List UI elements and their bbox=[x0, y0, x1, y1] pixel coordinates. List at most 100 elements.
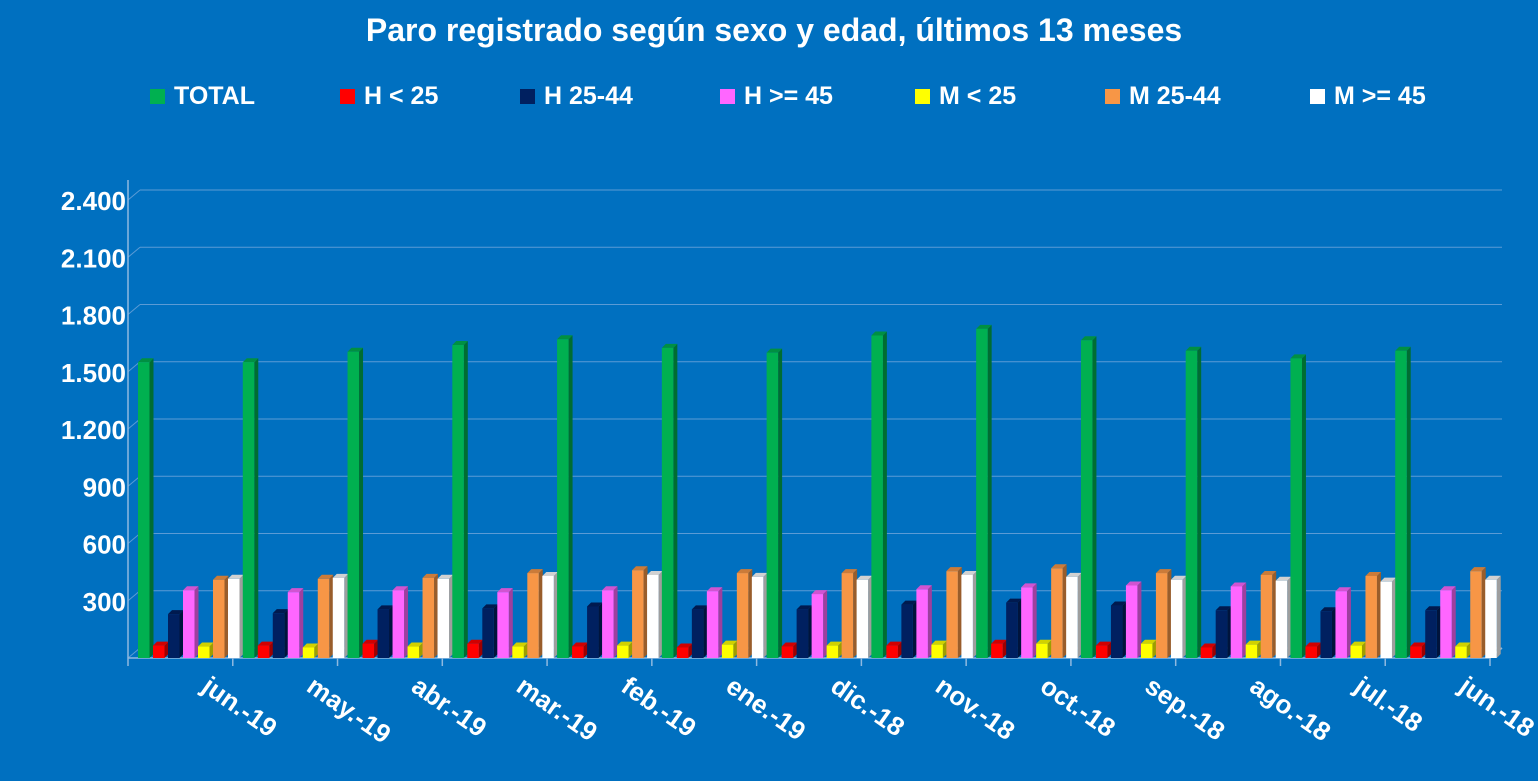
bars bbox=[138, 324, 1501, 658]
y-tick-label: 900 bbox=[83, 472, 126, 502]
y-tick-label: 1.500 bbox=[61, 358, 126, 388]
bar-side bbox=[1436, 606, 1441, 658]
bar bbox=[781, 642, 798, 658]
bar-front bbox=[871, 335, 883, 658]
bar-side bbox=[1197, 346, 1202, 658]
bar bbox=[871, 331, 887, 658]
bar-side bbox=[523, 642, 528, 658]
bar bbox=[407, 642, 424, 658]
bar-front bbox=[706, 591, 719, 658]
bar-side bbox=[1212, 643, 1217, 658]
bar bbox=[287, 588, 304, 658]
bar-top bbox=[437, 574, 454, 579]
bar-top bbox=[153, 641, 169, 646]
bar bbox=[1335, 587, 1351, 658]
bar-front bbox=[452, 345, 464, 658]
bar-front bbox=[1080, 340, 1093, 658]
bar bbox=[931, 640, 947, 658]
bar bbox=[452, 341, 468, 658]
bar bbox=[1155, 569, 1172, 658]
bar-front bbox=[287, 592, 300, 658]
bar-front bbox=[228, 578, 240, 658]
bar bbox=[946, 567, 962, 658]
bar-top bbox=[242, 358, 259, 363]
chart-title: Paro registrado según sexo y edad, últim… bbox=[365, 12, 1183, 48]
bar-side bbox=[1017, 598, 1022, 658]
bar-side bbox=[1466, 642, 1471, 658]
legend-item: TOTAL bbox=[150, 82, 255, 111]
legend-swatch bbox=[915, 89, 930, 104]
bar bbox=[213, 575, 229, 658]
bar-side bbox=[508, 588, 513, 658]
bar-top bbox=[1305, 642, 1321, 647]
bar-top bbox=[706, 587, 723, 592]
bar bbox=[661, 343, 678, 658]
bar-front bbox=[1395, 350, 1407, 658]
bar bbox=[632, 566, 648, 658]
bar-top bbox=[497, 588, 513, 593]
bar-side bbox=[718, 587, 723, 658]
bar-side bbox=[194, 586, 199, 658]
legend-item: H >= 45 bbox=[720, 82, 833, 111]
bar-side bbox=[1227, 606, 1232, 658]
bar bbox=[572, 642, 588, 658]
y-tick-labels: 2.400 2.100 1.800 1.500 1.200 900 600 300 bbox=[61, 186, 126, 617]
bar bbox=[168, 610, 184, 658]
bar-front bbox=[1260, 574, 1273, 658]
bar-front bbox=[1335, 591, 1347, 658]
bar-side bbox=[269, 641, 274, 658]
bar-top bbox=[392, 586, 409, 591]
bar-side bbox=[493, 604, 498, 658]
x-tick-label: oct.-18 bbox=[1035, 670, 1121, 743]
bar-front bbox=[1006, 602, 1018, 658]
bar bbox=[1455, 642, 1471, 658]
bar-side bbox=[434, 573, 439, 658]
bar-front bbox=[272, 613, 285, 658]
bar bbox=[482, 604, 498, 658]
x-tick-label: ene.-19 bbox=[721, 670, 812, 746]
bar-top bbox=[1395, 346, 1411, 351]
bar-front bbox=[751, 576, 764, 658]
bar bbox=[542, 571, 558, 658]
bar-front bbox=[1110, 605, 1123, 658]
bar-top bbox=[1036, 639, 1052, 644]
bar-top bbox=[228, 574, 244, 579]
bar bbox=[736, 569, 753, 658]
bar-side bbox=[568, 335, 573, 658]
bar-front bbox=[1350, 645, 1362, 658]
bar-side bbox=[838, 641, 843, 658]
bar-front bbox=[647, 574, 659, 658]
bar bbox=[1230, 582, 1247, 658]
bar bbox=[1066, 572, 1082, 658]
bar-front bbox=[392, 590, 405, 658]
bar-side bbox=[1047, 639, 1052, 658]
bar-top bbox=[781, 642, 798, 647]
bar bbox=[527, 569, 543, 658]
bar-side bbox=[449, 574, 454, 658]
bar-top bbox=[691, 605, 708, 610]
bar-front bbox=[302, 647, 315, 658]
bar-front bbox=[1170, 579, 1183, 658]
bar bbox=[1185, 346, 1202, 658]
bar bbox=[766, 348, 783, 658]
bar-top bbox=[362, 639, 379, 644]
bar-side bbox=[1257, 640, 1262, 658]
bar bbox=[1021, 583, 1037, 658]
bar-top bbox=[1095, 641, 1112, 646]
bar-front bbox=[512, 646, 524, 658]
bar bbox=[302, 643, 319, 658]
bar bbox=[1006, 598, 1022, 658]
bar-top bbox=[557, 335, 573, 340]
bar-side bbox=[1481, 567, 1486, 658]
bar-top bbox=[1455, 642, 1471, 647]
bar-front bbox=[422, 577, 435, 658]
bar-side bbox=[972, 570, 977, 658]
x-tick-label: nov.-18 bbox=[930, 670, 1020, 746]
bar-front bbox=[407, 646, 420, 658]
bar-side bbox=[404, 586, 409, 658]
bar-side bbox=[868, 575, 873, 658]
bar bbox=[228, 574, 244, 658]
bar bbox=[317, 574, 334, 658]
bar-front bbox=[811, 594, 824, 658]
x-tick-label: jun.-19 bbox=[196, 670, 283, 743]
